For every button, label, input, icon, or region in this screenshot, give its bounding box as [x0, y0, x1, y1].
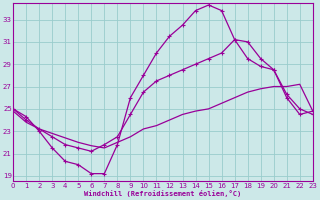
- X-axis label: Windchill (Refroidissement éolien,°C): Windchill (Refroidissement éolien,°C): [84, 190, 242, 197]
